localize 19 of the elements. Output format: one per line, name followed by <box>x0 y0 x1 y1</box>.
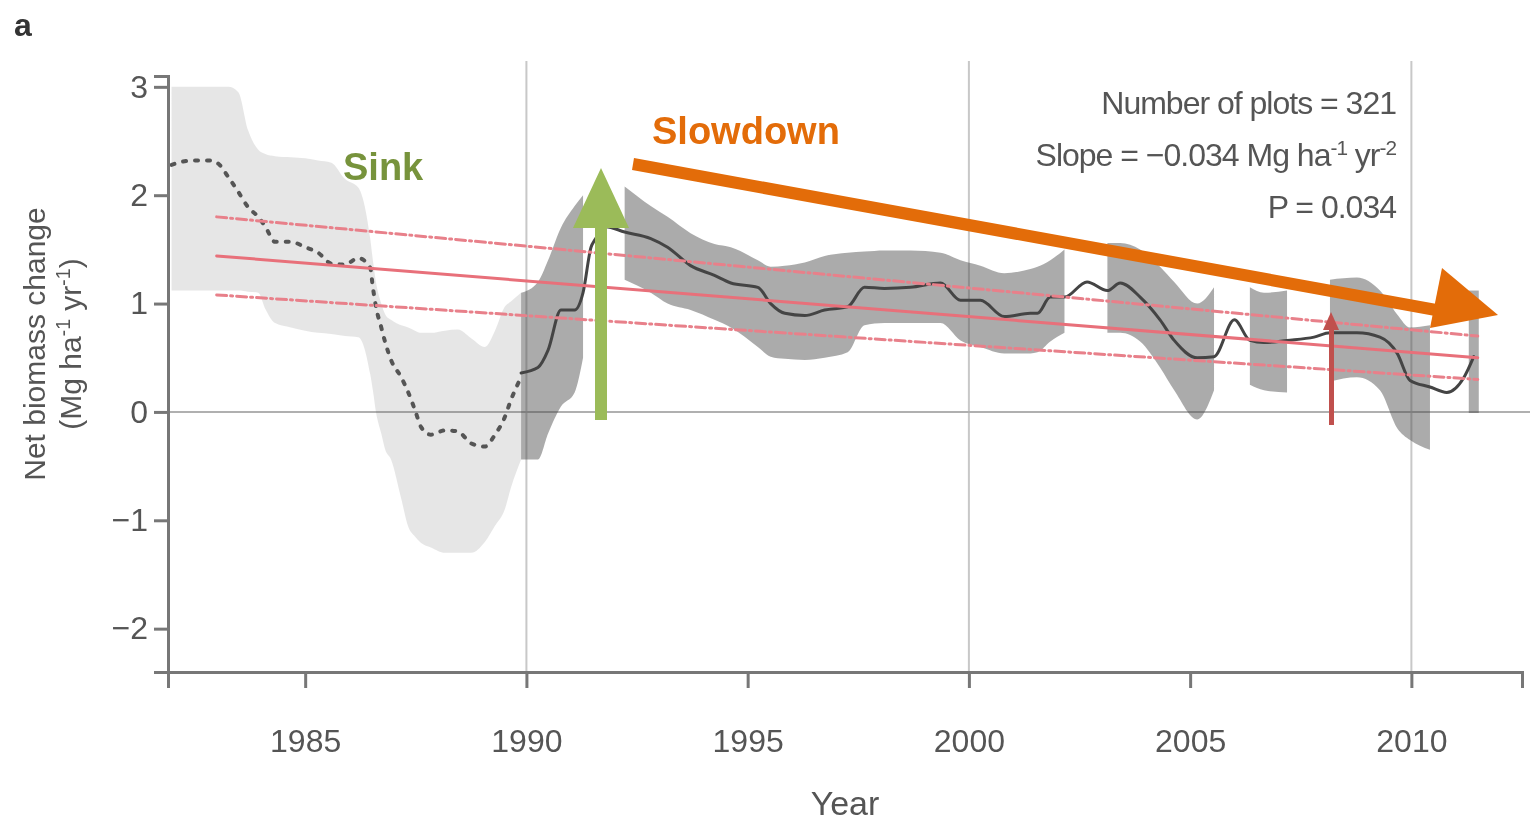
x-tick-label: 2010 <box>1376 723 1448 759</box>
annotation: Sink <box>343 146 425 188</box>
x-tick-label: 1995 <box>712 723 784 759</box>
annotation: Number of plots = 321 <box>1101 85 1397 121</box>
annotation: Slowdown <box>652 110 840 152</box>
chart-title: a <box>14 7 32 43</box>
annotation: P = 0.034 <box>1267 189 1397 225</box>
x-axis-title: Year <box>810 784 880 820</box>
y-tick-label: 2 <box>130 176 148 213</box>
y-tick-label: 3 <box>130 68 148 105</box>
x-tick-label: 2000 <box>933 723 1005 759</box>
y-tick-label: 1 <box>130 285 148 322</box>
annotation: Slope = −0.034 Mg ha$^{-1}$ yr$^{-2}$ <box>1035 135 1397 173</box>
x-tick-label: 2005 <box>1155 723 1227 759</box>
y-tick-label: 0 <box>130 393 148 430</box>
x-tick-label: 1985 <box>270 723 342 759</box>
y-tick-label: −1 <box>111 502 148 539</box>
y-tick-label: −2 <box>111 610 148 647</box>
x-tick-label: 1990 <box>491 723 563 759</box>
